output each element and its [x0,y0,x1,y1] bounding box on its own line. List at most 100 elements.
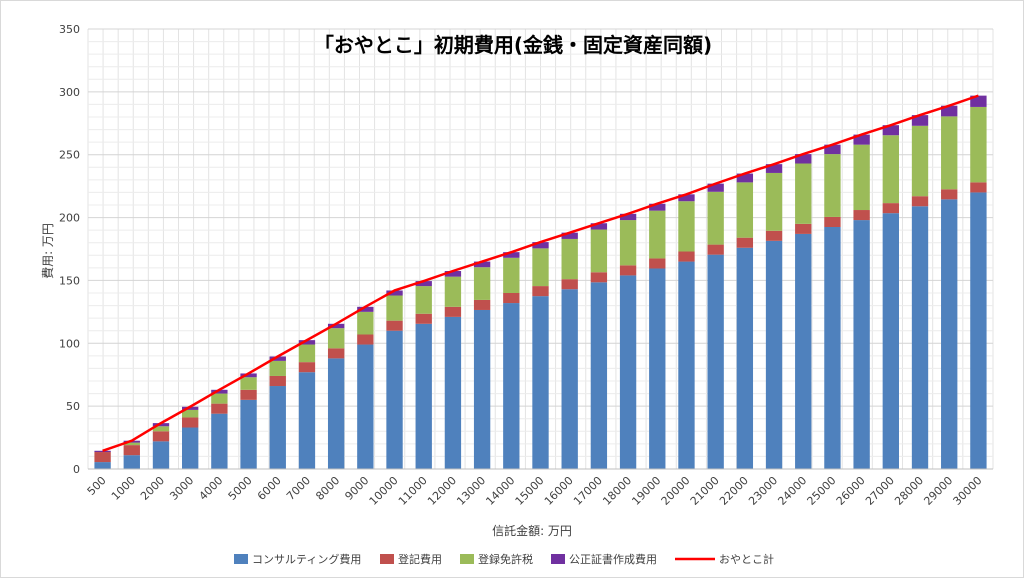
bar-segment [152,431,170,442]
bar-segment [386,320,403,331]
x-tick-label: 4000 [197,474,226,503]
x-tick-label: 1000 [109,474,138,503]
y-tick-label: 300 [59,86,80,99]
bar-segment [619,220,637,266]
bar-segment [911,125,929,197]
x-tick-label: 30000 [951,474,985,508]
bar-segment [269,386,286,469]
legend-swatch [234,554,248,564]
bar-segment [561,238,578,280]
bar-segment [182,427,199,469]
x-tick-label: 14000 [483,474,517,508]
bar-segment [765,164,783,173]
bar-segment [678,261,695,469]
bar-segment [357,311,374,335]
x-tick-label: 26000 [834,474,868,508]
bar-segment [532,296,549,469]
bar-segment [824,227,841,469]
y-tick-label: 150 [59,274,80,287]
bar-segment [357,344,374,469]
bar-segment [415,323,432,469]
bar-segment [269,356,286,361]
legend-label: コンサルティング費用 [252,552,361,566]
bar-segment [503,252,520,258]
bar-segment [386,330,403,469]
bar-segment [182,417,199,428]
bar-segment [532,248,549,287]
bar-segment [736,237,754,248]
bar-segment [561,232,578,239]
total-line-series [102,94,979,452]
x-tick-label: 3000 [167,474,196,503]
bar-segment [298,340,316,345]
x-tick-label: 10000 [367,474,401,508]
bar-segment [649,203,666,211]
bar-segment [678,201,695,252]
bar-segment [795,233,812,469]
bar-segment [970,106,987,183]
bar-segment [240,373,257,378]
bar-segment [240,377,257,390]
x-axis-title: 信託金額: 万円 [492,523,572,538]
bar-segment [707,191,724,245]
x-tick-label: 11000 [396,474,430,508]
legend-swatch [380,554,394,564]
bar-segment [357,306,374,312]
legend-label: おやとこ計 [719,552,774,566]
bar-segment [853,220,870,469]
y-tick-label: 250 [59,149,80,162]
legend-item: おやとこ計 [675,552,774,566]
legend-item: 登記費用 [380,552,442,566]
bar-segment [152,423,170,427]
legend-item: 公正証書作成費用 [551,552,657,566]
bar-segment [765,172,783,231]
x-tick-label: 27000 [863,474,897,508]
bar-segment [444,271,462,277]
bar-segment [444,306,462,317]
bar-segment [327,323,345,329]
bar-segment [795,163,812,224]
y-tick-label: 100 [59,337,80,350]
x-tick-label: 13000 [454,474,488,508]
bar-segment [182,406,199,410]
bar-segment [123,445,140,456]
bar-segment [269,360,286,376]
bar-segment [211,389,228,394]
bar-segment [853,134,870,145]
legend-label: 登録免許税 [478,552,533,566]
bar-segment [649,268,666,469]
bar-segment [941,105,958,117]
bar-segment [327,348,345,359]
legend-swatch [460,554,474,564]
bar-segment [649,258,666,269]
x-tick-label: 17000 [571,474,605,508]
bar-segment [795,154,812,164]
bar-segment [882,125,899,136]
x-tick-label: 22000 [717,474,751,508]
bar-segment [444,316,462,469]
bar-segment [941,189,958,200]
bar-segment [123,455,140,469]
bar-segment [765,240,783,469]
bar-segment [678,194,695,202]
bar-segment [619,265,637,276]
bar-segment [473,267,491,300]
bar-segment [911,115,929,126]
bar-segment [970,192,987,469]
bar-segment [561,279,578,290]
bar-segment [882,213,899,469]
bar-segment [357,334,374,345]
bar-segment [590,272,608,283]
legend-label: 登記費用 [398,552,442,566]
bar-segment [970,95,987,107]
y-tick-label: 50 [66,400,80,413]
bar-segment [882,203,899,214]
bar-segment [415,281,432,287]
bar-segment [211,393,228,404]
bar-segment [853,144,870,211]
bar-segment [707,244,724,255]
x-tick-label: 24000 [775,474,809,508]
bar-segment [298,344,316,363]
bar-segment [941,116,958,190]
